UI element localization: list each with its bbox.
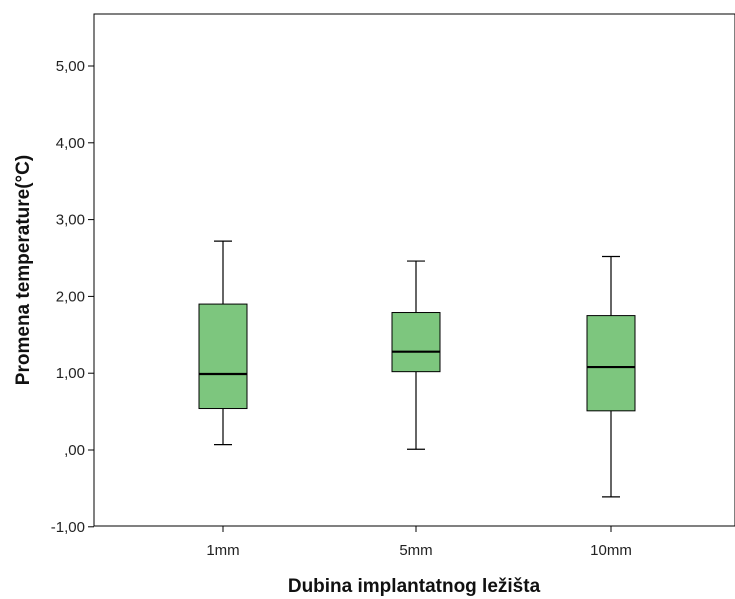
y-tick-label: 4,00 (56, 135, 85, 152)
x-tick-label: 5mm (399, 542, 432, 559)
box-5mm (391, 260, 441, 450)
box-1mm (198, 240, 248, 446)
x-tick-label: 1mm (206, 542, 239, 559)
y-axis: -1,00 ,00 1,00 2,00 3,00 4,00 5,00 (51, 58, 94, 536)
plot-area-frame (93, 13, 735, 527)
y-tick-label: 5,00 (56, 58, 85, 75)
x-tick-label: 10mm (590, 542, 632, 559)
iqr-box (198, 303, 248, 410)
y-tick-label: ,00 (64, 442, 85, 459)
y-tick-label: -1,00 (51, 519, 85, 536)
y-tick-label: 2,00 (56, 288, 85, 305)
x-axis-title: Dubina implantatnog ležišta (288, 576, 541, 597)
iqr-box (586, 315, 636, 412)
x-axis: 1mm 5mm 10mm (206, 526, 632, 559)
y-axis-title: Promena temperature(°C) (13, 155, 34, 385)
box-10mm (586, 255, 636, 498)
y-tick-label: 3,00 (56, 212, 85, 229)
boxes-group (198, 240, 636, 498)
y-tick-label: 1,00 (56, 365, 85, 382)
iqr-box (391, 312, 441, 373)
